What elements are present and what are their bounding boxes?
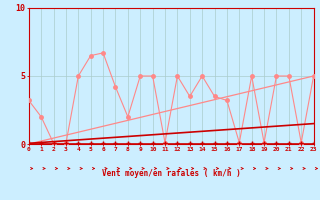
X-axis label: Vent moyen/en rafales ( km/h ): Vent moyen/en rafales ( km/h ) xyxy=(102,169,241,178)
